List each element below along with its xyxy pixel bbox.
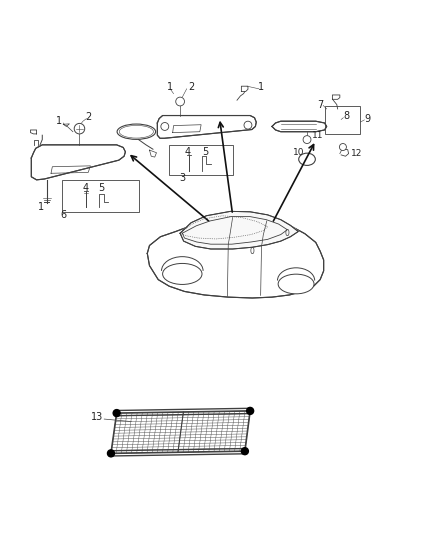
- Text: 10: 10: [292, 148, 303, 157]
- Text: 3: 3: [179, 173, 185, 183]
- Text: 1: 1: [167, 82, 173, 92]
- Text: 1: 1: [258, 82, 264, 92]
- Polygon shape: [157, 116, 256, 138]
- Text: 6: 6: [60, 210, 66, 220]
- Bar: [324, 106, 359, 134]
- Ellipse shape: [117, 124, 155, 139]
- Text: 4: 4: [82, 183, 88, 193]
- Text: 12: 12: [350, 149, 361, 158]
- Text: 2: 2: [85, 112, 91, 122]
- Circle shape: [113, 409, 120, 417]
- Text: 0: 0: [249, 247, 254, 256]
- Text: 1: 1: [38, 203, 44, 213]
- Text: 5: 5: [99, 183, 105, 193]
- Ellipse shape: [298, 153, 314, 165]
- Text: 5: 5: [202, 147, 208, 157]
- Circle shape: [246, 407, 253, 415]
- Polygon shape: [272, 121, 326, 132]
- Circle shape: [339, 143, 346, 150]
- Circle shape: [302, 136, 310, 143]
- Circle shape: [175, 97, 184, 106]
- Text: 13: 13: [91, 413, 103, 423]
- Text: 4: 4: [184, 147, 191, 157]
- Text: 1: 1: [56, 116, 62, 126]
- Circle shape: [241, 448, 248, 455]
- Polygon shape: [111, 411, 250, 454]
- Polygon shape: [147, 217, 323, 298]
- Bar: [62, 180, 138, 212]
- Text: 2: 2: [187, 82, 194, 92]
- Circle shape: [107, 450, 114, 457]
- Text: 9: 9: [364, 114, 370, 124]
- Polygon shape: [180, 212, 297, 249]
- Polygon shape: [31, 145, 125, 180]
- Text: 7: 7: [316, 100, 322, 110]
- Circle shape: [244, 121, 251, 129]
- Text: 8: 8: [343, 111, 349, 122]
- Text: 0: 0: [284, 229, 289, 238]
- Ellipse shape: [162, 263, 201, 285]
- Ellipse shape: [278, 274, 313, 294]
- Bar: [169, 145, 232, 175]
- Text: 11: 11: [311, 131, 323, 140]
- Circle shape: [74, 124, 85, 134]
- Circle shape: [160, 123, 168, 131]
